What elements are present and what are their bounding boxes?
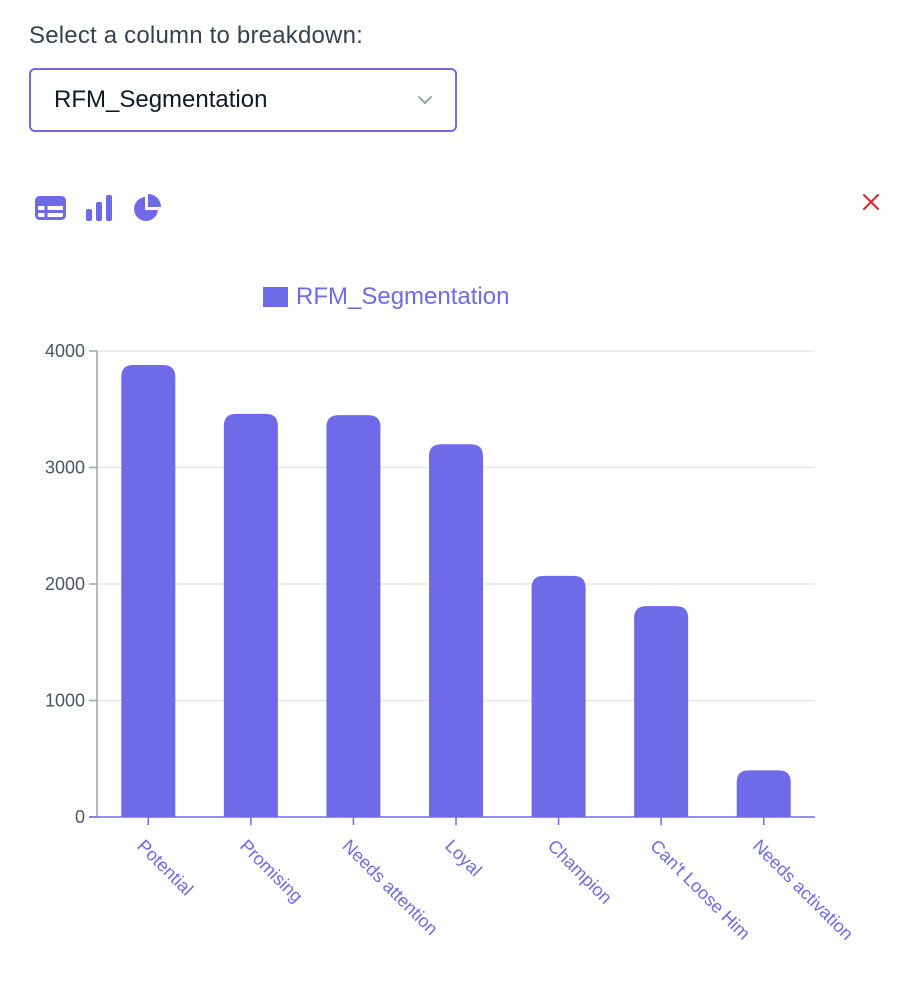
view-toolbar [35, 192, 162, 223]
x-tick-label: Potential [133, 836, 197, 900]
bar-chart: 0 1000 2000 3000 4000 Potential Promising Needs… [45, 341, 857, 944]
bar[interactable] [634, 606, 689, 817]
pie-chart-view-button[interactable] [131, 192, 162, 223]
bar-chart-view-button[interactable] [83, 192, 114, 223]
y-tick-label: 1000 [45, 691, 85, 711]
table-view-button[interactable] [35, 192, 66, 223]
chart-legend[interactable]: RFM_Segmentation [263, 283, 509, 311]
y-tick-label: 3000 [45, 458, 85, 478]
chevron-down-icon [417, 95, 433, 105]
y-tick-label: 0 [75, 807, 85, 827]
bar-chart-icon [85, 194, 112, 221]
x-tick-label: Loyal [441, 836, 486, 881]
bar[interactable] [326, 415, 381, 817]
pie-chart-icon [133, 193, 161, 221]
close-button[interactable] [859, 190, 883, 214]
bar[interactable] [429, 444, 483, 817]
x-tick-label: Can't Loose Him [646, 836, 754, 944]
bar[interactable] [121, 364, 176, 817]
table-icon [35, 195, 66, 220]
bar[interactable] [223, 413, 278, 817]
y-tick-label: 4000 [45, 341, 85, 361]
select-column-label: Select a column to breakdown: [29, 22, 363, 49]
x-tick-label: Promising [236, 836, 307, 907]
x-tick-label: Needs attention [339, 836, 442, 939]
legend-swatch [263, 287, 288, 307]
bar[interactable] [531, 575, 586, 817]
y-tick-label: 2000 [45, 574, 85, 594]
x-tick-label: Champion [544, 836, 616, 908]
bar[interactable] [736, 770, 791, 817]
close-icon [863, 194, 879, 210]
legend-label: RFM_Segmentation [296, 283, 510, 310]
column-select[interactable]: RFM_Segmentation [29, 68, 457, 132]
column-select-value: RFM_Segmentation [54, 86, 268, 113]
x-tick-label: Needs activation [749, 836, 857, 944]
